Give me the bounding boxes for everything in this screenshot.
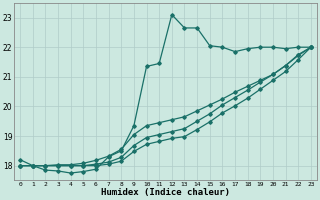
X-axis label: Humidex (Indice chaleur): Humidex (Indice chaleur) xyxy=(101,188,230,197)
